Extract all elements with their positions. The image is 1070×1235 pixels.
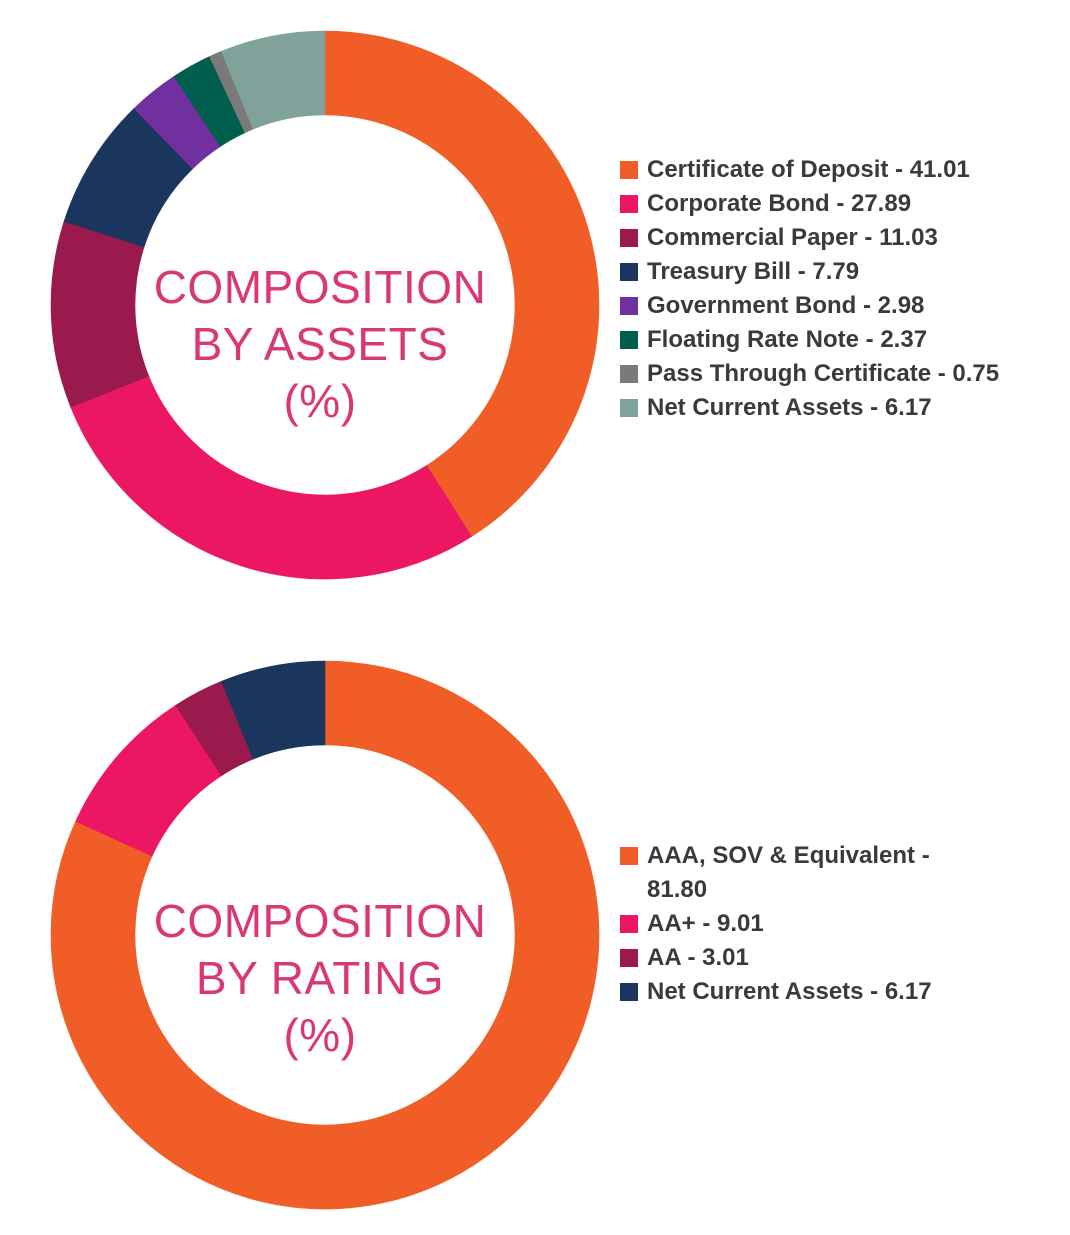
assets-composition-chart: COMPOSITION BY ASSETS (%) Certificate of…: [0, 0, 1070, 600]
legend-item-net-current-assets: Net Current Assets - 6.17: [620, 975, 1060, 1009]
legend-swatch: [620, 847, 638, 865]
legend-swatch: [620, 263, 638, 281]
legend-swatch: [620, 983, 638, 1001]
slice-net-current-assets: [221, 30, 326, 130]
legend-item-government-bond: Government Bond - 2.98: [620, 289, 1060, 323]
legend-label: Net Current Assets - 6.17: [647, 394, 932, 421]
legend-item-pass-through-certificate: Pass Through Certificate - 0.75: [620, 357, 1060, 391]
legend-label: Treasury Bill - 7.79: [647, 258, 860, 285]
legend-label: AAA, SOV & Equivalent - 81.80: [647, 842, 930, 903]
legend-item-aa-plus: AA+ - 9.01: [620, 907, 1060, 941]
legend-item-corporate-bond: Corporate Bond - 27.89: [620, 187, 1060, 221]
legend-swatch: [620, 365, 638, 383]
assets-center-line-2: BY ASSETS: [191, 318, 449, 370]
legend-item-certificate-of-deposit: Certificate of Deposit - 41.01: [620, 153, 1060, 187]
legend-item-aa: AA - 3.01: [620, 941, 1060, 975]
legend-swatch: [620, 949, 638, 967]
legend-swatch: [620, 297, 638, 315]
legend-label: AA+ - 9.01: [647, 910, 764, 937]
assets-legend: Certificate of Deposit - 41.01 Corporate…: [620, 153, 1060, 425]
legend-label: Pass Through Certificate - 0.75: [647, 360, 1000, 387]
legend-swatch: [620, 399, 638, 417]
rating-center-line-1: COMPOSITION: [153, 895, 487, 947]
slice-certificate-of-deposit: [324, 30, 600, 537]
slice-commercial-paper: [50, 220, 150, 408]
assets-donut-chart: [50, 30, 600, 580]
rating-center-line-3: (%): [283, 1009, 357, 1061]
legend-label: Certificate of Deposit - 41.01: [647, 156, 970, 183]
legend-swatch: [620, 161, 638, 179]
slice-aaa-sov-equivalent: [50, 660, 600, 1210]
legend-swatch: [620, 229, 638, 247]
legend-label: Government Bond - 2.98: [647, 292, 925, 319]
assets-center-line-1: COMPOSITION: [153, 261, 487, 313]
legend-label: AA - 3.01: [647, 944, 749, 971]
legend-swatch: [620, 915, 638, 933]
legend-swatch: [620, 195, 638, 213]
legend-label: Commercial Paper - 11.03: [647, 224, 938, 251]
legend-item-net-current-assets: Net Current Assets - 6.17: [620, 391, 1060, 425]
legend-label: Corporate Bond - 27.89: [647, 190, 912, 217]
assets-center-line-3: (%): [283, 375, 357, 427]
rating-center-label: COMPOSITION BY RATING (%): [150, 893, 490, 1064]
rating-donut-chart: [50, 660, 600, 1210]
rating-composition-chart: COMPOSITION BY RATING (%) AAA, SOV & Equ…: [0, 630, 1070, 1235]
slice-corporate-bond: [70, 375, 473, 580]
slice-net-current-assets: [221, 660, 326, 760]
legend-item-commercial-paper: Commercial Paper - 11.03: [620, 221, 1060, 255]
legend-label: Floating Rate Note - 2.37: [647, 326, 928, 353]
legend-item-floating-rate-note: Floating Rate Note - 2.37: [620, 323, 1060, 357]
legend-item-treasury-bill: Treasury Bill - 7.79: [620, 255, 1060, 289]
assets-center-label: COMPOSITION BY ASSETS (%): [150, 259, 490, 430]
rating-center-line-2: BY RATING: [195, 952, 445, 1004]
legend-item-aaa-sov-equivalent: AAA, SOV & Equivalent - 81.80: [620, 839, 1060, 907]
rating-legend: AAA, SOV & Equivalent - 81.80 AA+ - 9.01…: [620, 839, 1060, 1009]
legend-label: Net Current Assets - 6.17: [647, 978, 932, 1005]
legend-swatch: [620, 331, 638, 349]
